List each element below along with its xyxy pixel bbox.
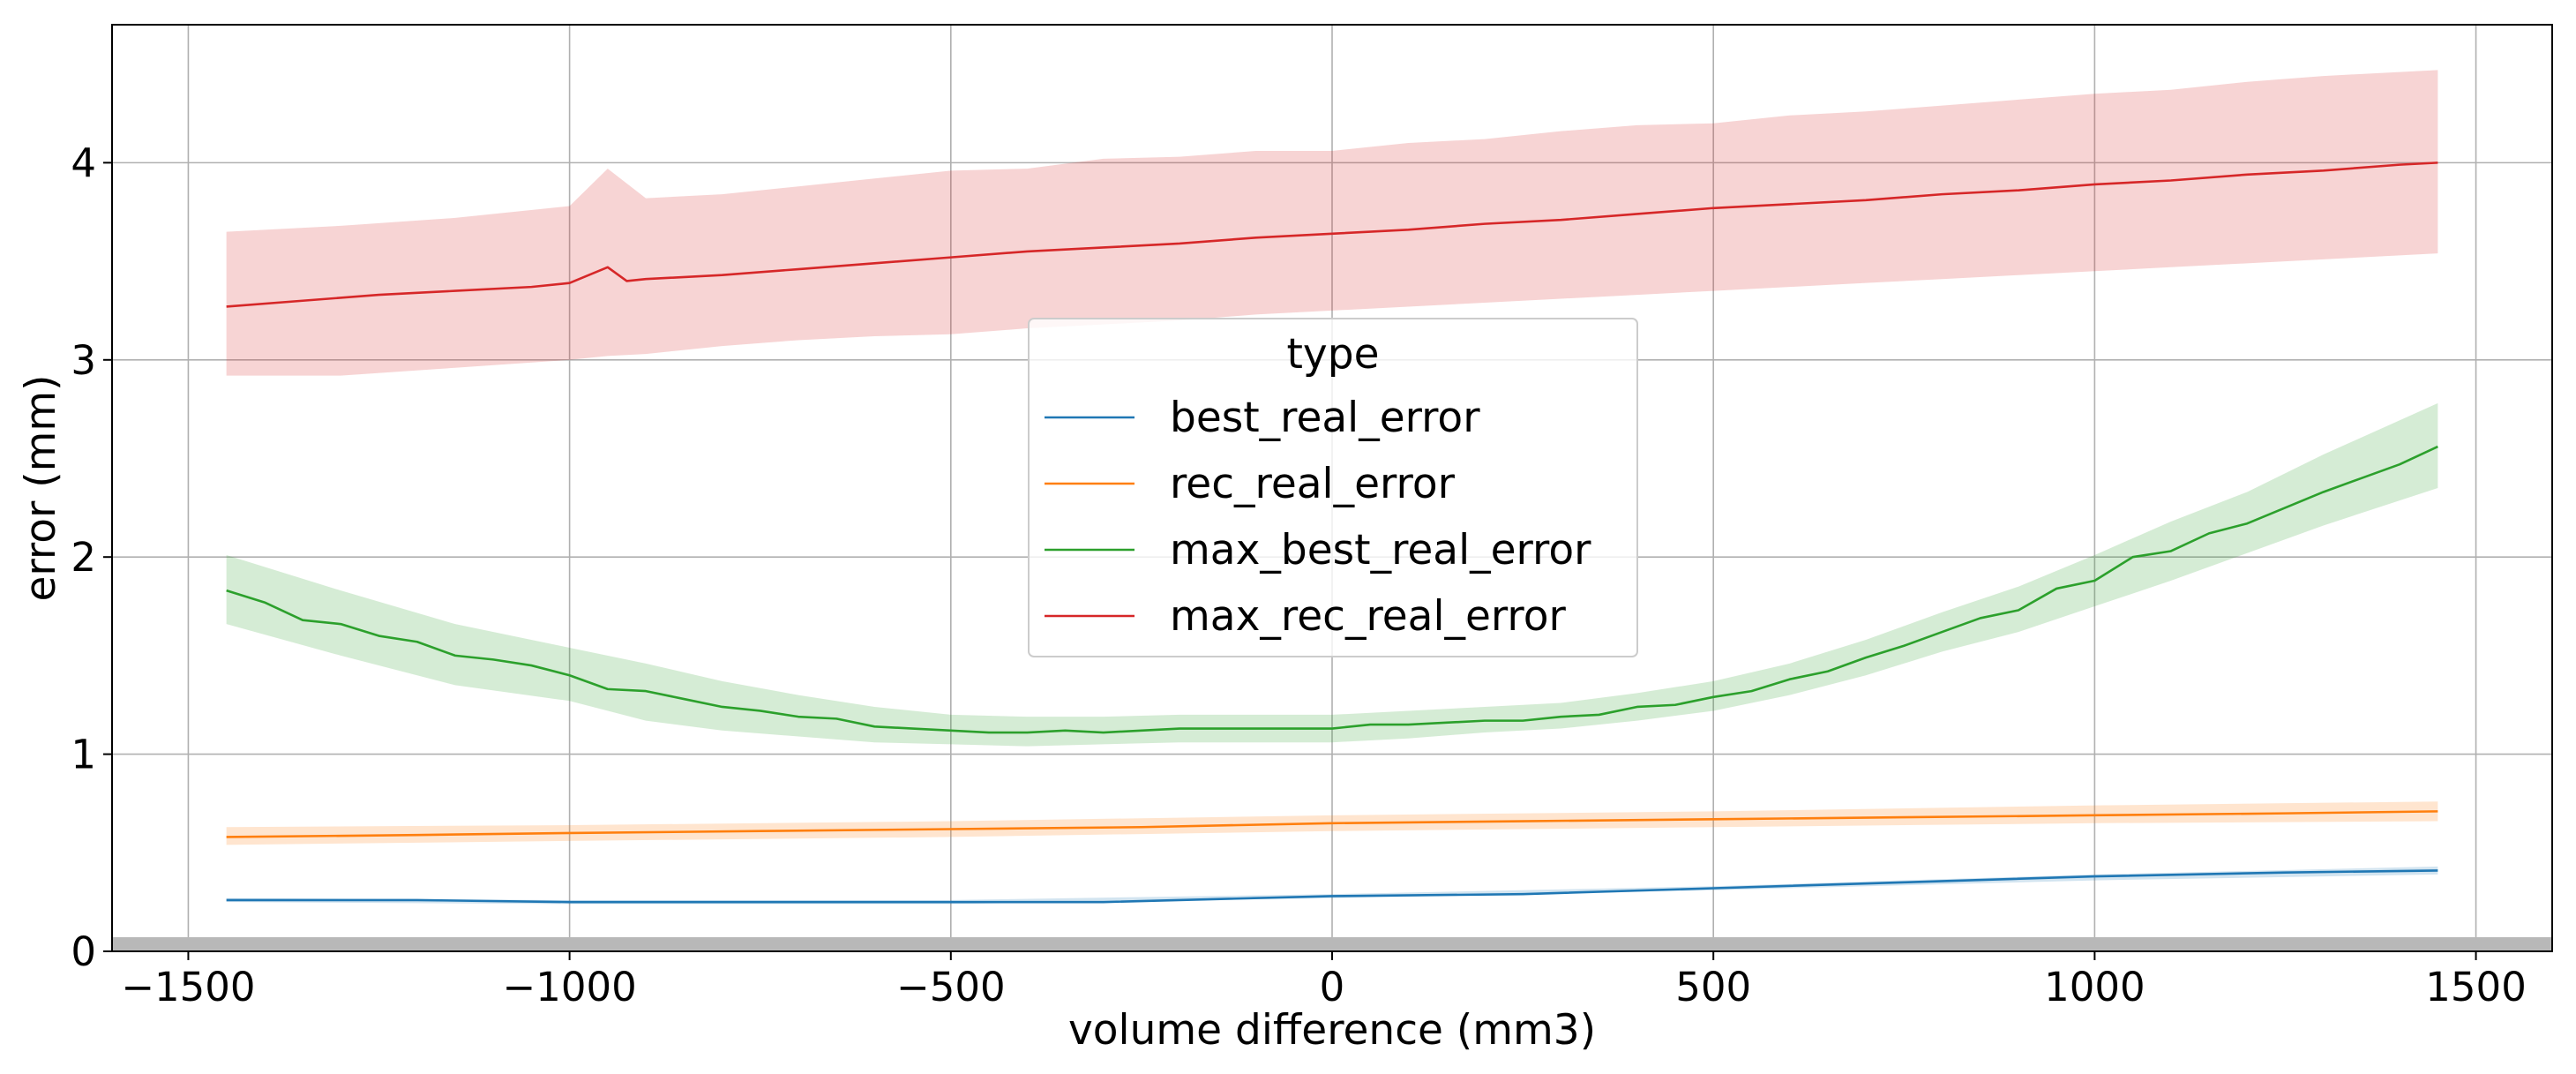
x-tick-label: 1000 — [2044, 964, 2145, 1010]
x-axis-title: volume difference (mm3) — [1068, 1006, 1596, 1055]
y-tick-label: 3 — [71, 337, 96, 384]
grid-lines — [112, 25, 2552, 952]
line-max-best-real-error — [226, 445, 2438, 734]
line-rec-real-error — [226, 810, 2438, 838]
y-axis-title: error (mm) — [17, 375, 65, 602]
series-lines — [226, 161, 2438, 904]
y-tick-label: 0 — [71, 928, 96, 975]
y-tick-label: 4 — [71, 139, 96, 186]
band-max-best-real-error — [226, 402, 2438, 747]
band-max-rec-real-error — [226, 70, 2438, 376]
y-tick-label: 1 — [71, 732, 96, 778]
legend-label: max_rec_real_error — [1170, 592, 1566, 641]
x-tick-label: −1500 — [121, 964, 255, 1010]
legend-label: rec_real_error — [1170, 460, 1456, 508]
line-best-real-error — [226, 869, 2438, 904]
legend-items: best_real_error rec_real_error max_best_re… — [1045, 394, 1591, 641]
x-tick-label: −1000 — [503, 964, 637, 1010]
legend: type best_real_error rec_real_error max_be… — [1028, 318, 1638, 657]
y-tick-label: 2 — [71, 534, 96, 581]
bottom-shade-bar — [112, 937, 2552, 951]
x-tick-label: 500 — [1675, 964, 1751, 1010]
axis-ticks: −1500 −1000 −500 0 500 1000 1500 0 1 2 3 4 — [71, 139, 2526, 1010]
legend-title: type — [1287, 330, 1380, 379]
x-tick-label: 1500 — [2425, 964, 2527, 1010]
legend-label: max_best_real_error — [1170, 526, 1591, 575]
legend-box — [1028, 318, 1638, 657]
line-max-rec-real-error — [226, 161, 2438, 308]
legend-label: best_real_error — [1170, 394, 1480, 442]
x-tick-label: −500 — [896, 964, 1006, 1010]
x-tick-label: 0 — [1320, 964, 1345, 1010]
